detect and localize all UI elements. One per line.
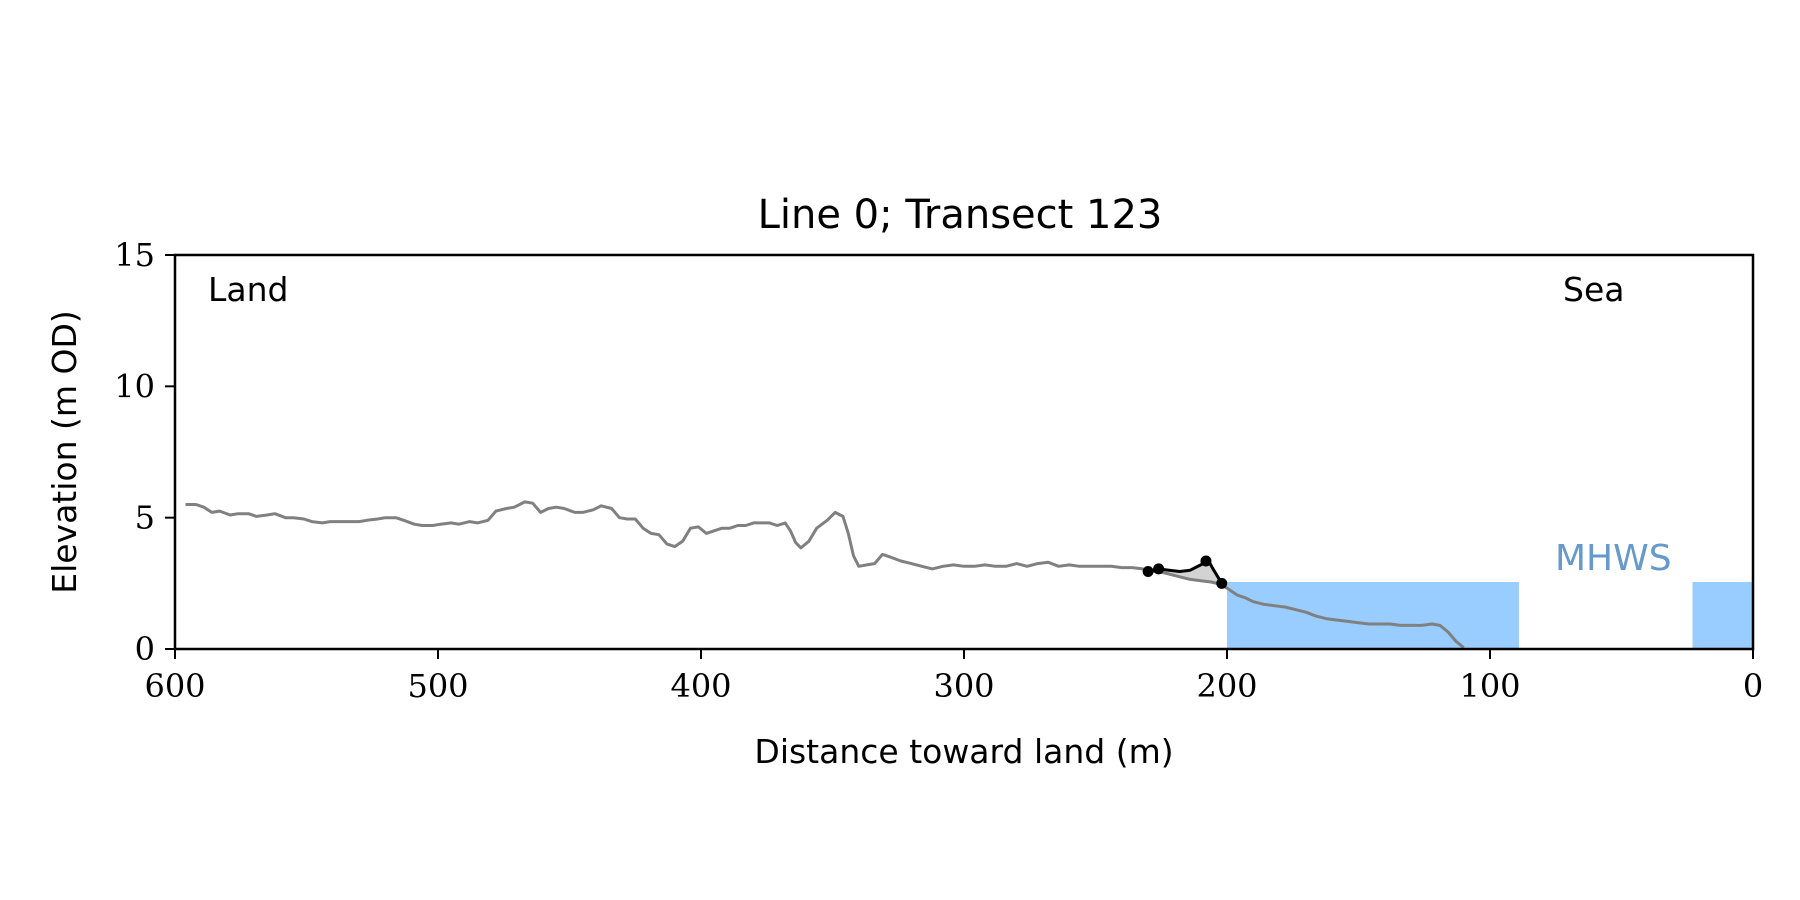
x-axis-label: Distance toward land (m) bbox=[754, 732, 1173, 771]
y-tick-label: 15 bbox=[114, 236, 155, 274]
x-tick-label: 100 bbox=[1459, 667, 1520, 705]
profile-layer bbox=[185, 500, 1465, 649]
x-tick-label: 0 bbox=[1743, 667, 1763, 705]
y-axis-label: Elevation (m OD) bbox=[45, 310, 84, 594]
feature-point-3 bbox=[1216, 577, 1228, 589]
y-tick-label: 10 bbox=[114, 367, 155, 405]
x-tick-label: 300 bbox=[933, 667, 994, 705]
land-label: Land bbox=[208, 270, 288, 309]
mhws-label: MHWS bbox=[1555, 538, 1672, 579]
water-region-1 bbox=[1692, 582, 1753, 649]
water-layer bbox=[1227, 582, 1753, 649]
x-tick-label: 500 bbox=[407, 667, 468, 705]
y-tick-label: 0 bbox=[135, 630, 155, 668]
y-tick-label: 5 bbox=[135, 499, 155, 537]
profile-line bbox=[185, 500, 1465, 649]
x-tick-label: 600 bbox=[144, 667, 205, 705]
feature-point-2 bbox=[1200, 555, 1212, 567]
x-tick-label: 400 bbox=[670, 667, 731, 705]
chart-title: Line 0; Transect 123 bbox=[758, 192, 1163, 238]
water-region-0 bbox=[1227, 582, 1519, 649]
feature-layer bbox=[1142, 555, 1228, 589]
x-tick-label: 200 bbox=[1196, 667, 1257, 705]
x-axis-ticks: 600 500 400 300 200 100 0 bbox=[144, 649, 1763, 705]
feature-point-1 bbox=[1153, 563, 1165, 575]
y-axis-ticks: 0 5 10 15 bbox=[114, 236, 175, 668]
sea-label: Sea bbox=[1563, 270, 1624, 309]
feature-point-0 bbox=[1142, 566, 1154, 578]
